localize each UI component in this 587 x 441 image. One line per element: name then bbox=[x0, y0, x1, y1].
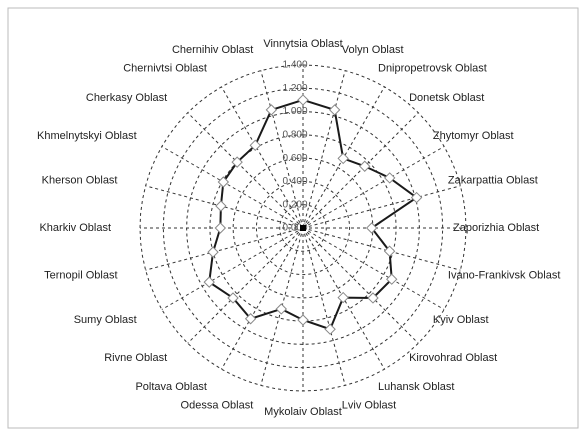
marker bbox=[359, 160, 371, 172]
category-label: Luhansk Oblast bbox=[378, 381, 454, 393]
marker bbox=[203, 276, 215, 288]
category-label: Zhytomyr Oblast bbox=[433, 130, 514, 142]
category-label: Mykolaiv Oblast bbox=[264, 406, 342, 418]
marker bbox=[410, 191, 423, 204]
center bbox=[300, 225, 306, 231]
y-tick-label: 1.000 bbox=[282, 106, 307, 117]
category-label: Kirovohrad Oblast bbox=[409, 352, 497, 364]
marker bbox=[275, 303, 288, 315]
category-label: Rivne Oblast bbox=[104, 352, 167, 364]
grid-ring bbox=[279, 204, 327, 252]
marker bbox=[337, 291, 349, 304]
marker bbox=[384, 172, 396, 184]
category-label: Odessa Oblast bbox=[181, 400, 254, 412]
category-label: Kherson Oblast bbox=[42, 174, 118, 186]
marker bbox=[297, 94, 309, 106]
grid-ring bbox=[255, 180, 351, 276]
marker bbox=[231, 156, 243, 168]
marker bbox=[328, 104, 341, 116]
category-label: Poltava Oblast bbox=[135, 381, 207, 393]
category-label: Chernihiv Oblast bbox=[172, 44, 253, 56]
category-label: Kharkiv Oblast bbox=[39, 222, 111, 234]
marker bbox=[297, 314, 309, 326]
category-label: Cherkasy Oblast bbox=[86, 92, 167, 104]
category-label: Zaporizhia Oblast bbox=[453, 222, 539, 234]
marker bbox=[337, 152, 349, 165]
marker bbox=[214, 222, 227, 234]
category-label: Dnipropetrovsk Oblast bbox=[378, 63, 487, 75]
y-tick-label: 1.200 bbox=[282, 83, 307, 94]
marker bbox=[383, 245, 396, 257]
category-label: Zakarpattia Oblast bbox=[448, 174, 538, 186]
marker bbox=[244, 313, 257, 325]
y-tick-label: 0.800 bbox=[282, 129, 307, 140]
category-label: Ternopil Oblast bbox=[44, 270, 117, 282]
category-label: Ivano-Frankivsk Oblast bbox=[448, 270, 560, 282]
marker bbox=[365, 222, 378, 234]
category-label: Donetsk Oblast bbox=[409, 92, 484, 104]
marker bbox=[227, 292, 239, 304]
y-tick-label: 0.400 bbox=[282, 176, 307, 187]
y-tick-label: 1.400 bbox=[282, 60, 307, 71]
category-label: Kyiv Oblast bbox=[433, 314, 489, 326]
marker bbox=[215, 200, 227, 212]
marker bbox=[265, 104, 278, 116]
category-label: Volyn Oblast bbox=[342, 44, 404, 56]
marker bbox=[217, 176, 230, 188]
y-tick-label: 0.600 bbox=[282, 153, 307, 164]
y-tick-label: 0.200 bbox=[282, 199, 307, 210]
category-label: Khmelnytskyi Oblast bbox=[37, 130, 137, 142]
marker bbox=[207, 246, 219, 258]
category-label: Vinnytsia Oblast bbox=[263, 38, 342, 50]
marker bbox=[324, 323, 336, 335]
marker bbox=[367, 292, 379, 304]
y-tick-label: 0.000 bbox=[282, 223, 307, 234]
category-label: Chernivtsi Oblast bbox=[123, 63, 207, 75]
category-label: Lviv Oblast bbox=[342, 400, 396, 412]
marker bbox=[249, 139, 261, 152]
category-label: Sumy Oblast bbox=[74, 314, 137, 326]
marker bbox=[386, 273, 398, 285]
grid-ring bbox=[232, 157, 374, 299]
